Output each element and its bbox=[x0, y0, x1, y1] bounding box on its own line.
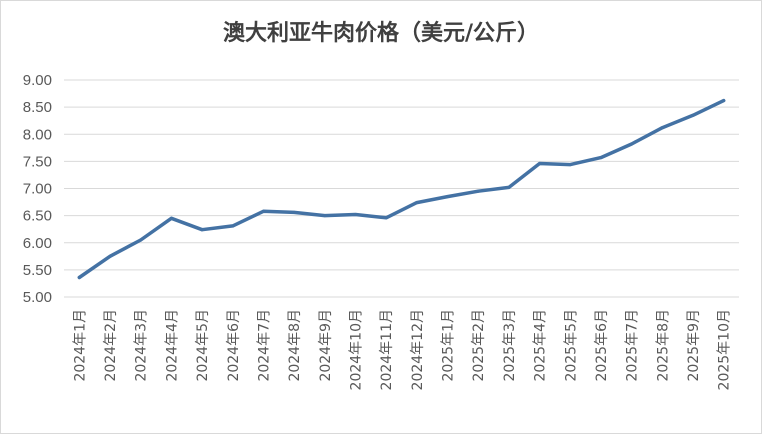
data-point bbox=[200, 228, 204, 232]
gridlines bbox=[64, 79, 739, 298]
data-point bbox=[169, 216, 173, 220]
data-point bbox=[415, 201, 419, 205]
data-point bbox=[507, 185, 511, 189]
x-tick-label: 2024年6月 bbox=[226, 309, 242, 382]
data-point bbox=[568, 163, 572, 167]
x-tick-label: 2024年8月 bbox=[287, 309, 303, 382]
x-tick-label: 2025年8月 bbox=[655, 309, 671, 382]
data-point bbox=[139, 238, 143, 242]
y-tick-label: 6.00 bbox=[23, 235, 52, 252]
data-point bbox=[476, 189, 480, 193]
x-tick-label: 2025年10月 bbox=[717, 309, 733, 390]
x-tick-label: 2024年11月 bbox=[379, 309, 395, 390]
x-tick-label: 2025年5月 bbox=[563, 309, 579, 382]
x-tick-label: 2025年6月 bbox=[594, 309, 610, 382]
x-tick-label: 2025年2月 bbox=[471, 309, 487, 382]
x-tick-label: 2025年4月 bbox=[533, 309, 549, 382]
x-tick-label: 2024年9月 bbox=[318, 309, 334, 382]
data-point bbox=[599, 156, 603, 160]
x-tick-label: 2024年10月 bbox=[348, 309, 364, 390]
x-tick-label: 2025年1月 bbox=[441, 309, 457, 382]
chart-title: 澳大利亚牛肉价格（美元/公斤） bbox=[222, 21, 540, 46]
data-point bbox=[722, 99, 726, 103]
data-point bbox=[446, 195, 450, 199]
series-line bbox=[77, 98, 726, 280]
data-point bbox=[77, 275, 81, 279]
data-point bbox=[384, 216, 388, 220]
y-tick-label: 7.00 bbox=[23, 181, 52, 198]
y-tick-label: 5.50 bbox=[23, 262, 52, 279]
data-point bbox=[323, 214, 327, 218]
data-point bbox=[660, 126, 664, 130]
y-tick-label: 5.00 bbox=[23, 289, 52, 306]
x-tick-label: 2024年4月 bbox=[164, 309, 180, 382]
data-point bbox=[292, 210, 296, 214]
series-layer bbox=[77, 98, 726, 280]
data-point bbox=[231, 224, 235, 228]
x-tick-label: 2024年3月 bbox=[134, 309, 150, 382]
y-tick-label: 7.50 bbox=[23, 153, 52, 170]
data-point bbox=[691, 113, 695, 117]
y-tick-label: 6.50 bbox=[23, 208, 52, 225]
y-tick-label: 8.50 bbox=[23, 99, 52, 116]
y-axis: 5.00 5.50 6.00 6.50 7.00 7.50 8.00 8.50 9.00 bbox=[23, 72, 52, 306]
data-point bbox=[538, 162, 542, 166]
x-axis: 2024年1月 2024年2月 2024年3月 2024年4月 2024年5月 2024年… bbox=[72, 309, 732, 390]
data-point bbox=[108, 254, 112, 258]
x-tick-label: 2024年2月 bbox=[103, 309, 119, 382]
x-tick-label: 2025年3月 bbox=[502, 309, 518, 382]
x-tick-label: 2025年7月 bbox=[625, 309, 641, 382]
data-point bbox=[353, 213, 357, 217]
y-tick-label: 8.00 bbox=[23, 126, 52, 143]
x-tick-label: 2024年7月 bbox=[256, 309, 272, 382]
x-tick-label: 2025年9月 bbox=[686, 309, 702, 382]
data-point bbox=[630, 142, 634, 146]
x-tick-label: 2024年1月 bbox=[72, 309, 88, 382]
x-tick-label: 2024年5月 bbox=[195, 309, 211, 382]
y-tick-label: 9.00 bbox=[23, 72, 52, 89]
x-tick-label: 2024年12月 bbox=[410, 309, 426, 390]
data-point bbox=[261, 209, 265, 213]
